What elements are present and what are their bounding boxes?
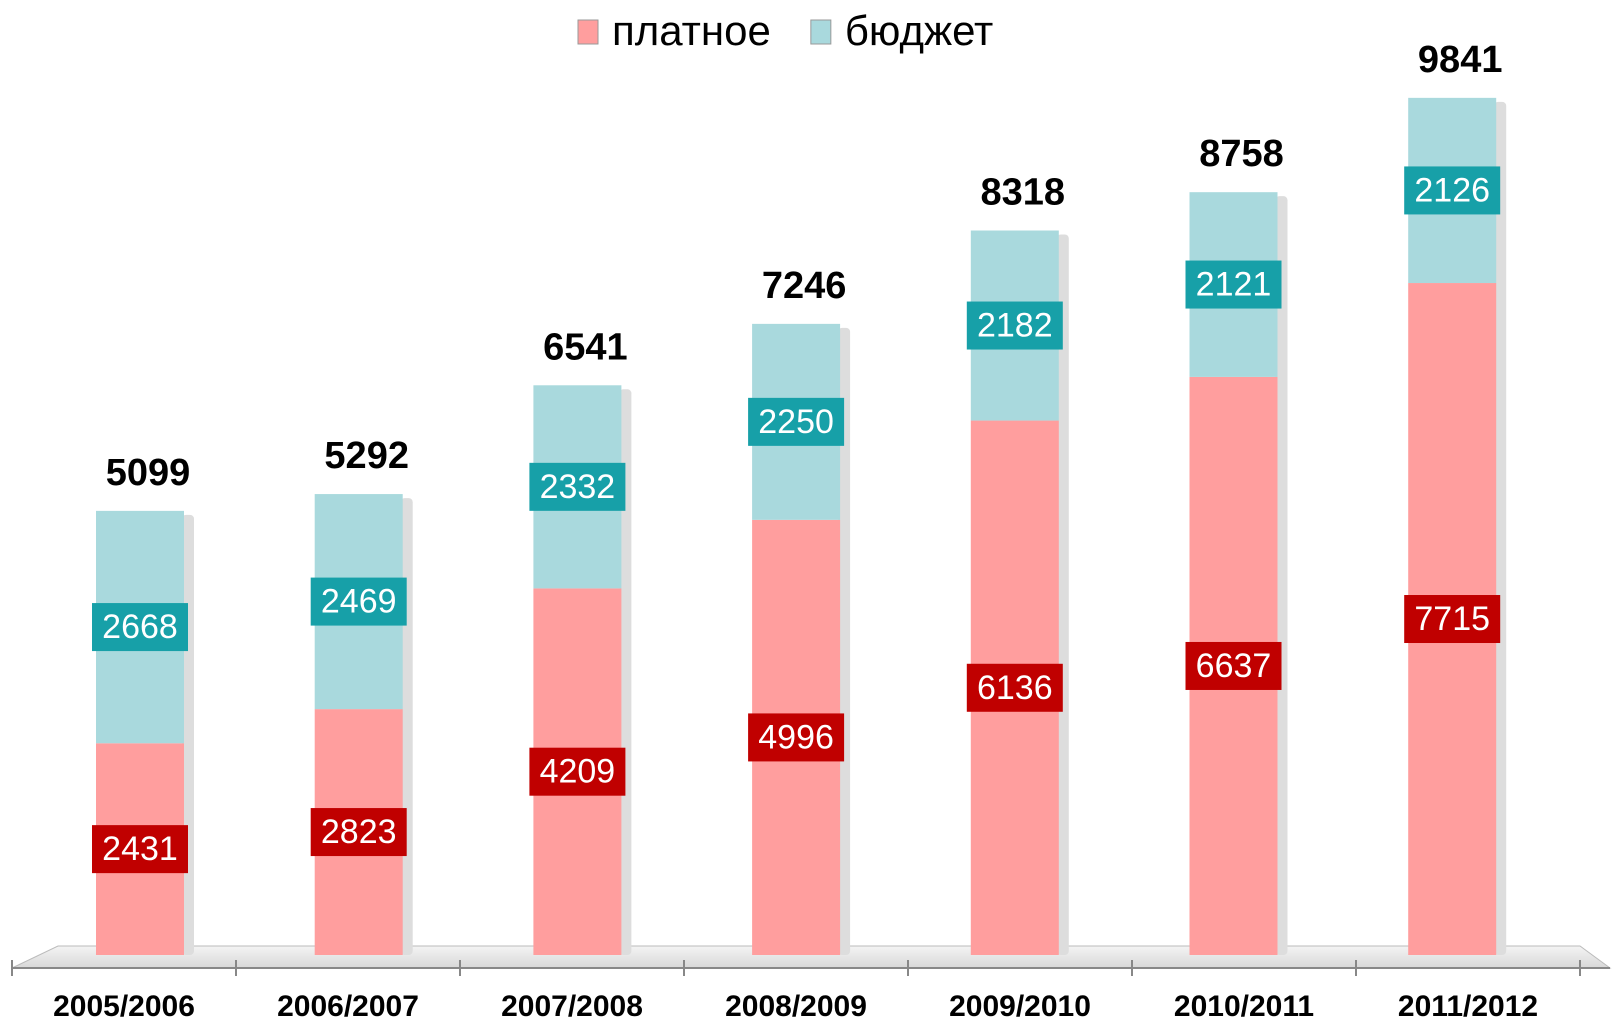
total-label: 9841 (1418, 39, 1503, 81)
value-label-box (748, 397, 845, 446)
value-label: 2182 (977, 307, 1053, 345)
bar-shadow (1056, 234, 1069, 955)
value-label: 2250 (758, 403, 834, 441)
total-label: 7246 (762, 265, 847, 307)
total-label: 5099 (106, 452, 191, 494)
value-label: 6136 (977, 669, 1053, 707)
x-tick-label: 2009/2010 (949, 990, 1091, 1023)
x-tick-label: 2006/2007 (277, 990, 419, 1023)
value-label-box (966, 301, 1063, 350)
value-label-box (92, 825, 188, 874)
bar-shadow (619, 389, 632, 955)
legend-swatch (577, 19, 599, 45)
value-label-box (1185, 260, 1282, 309)
value-label: 2121 (1196, 266, 1272, 304)
x-tick-label: 2007/2008 (501, 990, 643, 1023)
value-label: 2668 (102, 608, 178, 646)
total-label: 5292 (324, 435, 409, 477)
value-label-box (529, 462, 626, 511)
x-tick-label: 2008/2009 (725, 990, 867, 1023)
value-label: 2469 (321, 583, 397, 621)
value-label: 6637 (1196, 647, 1272, 685)
bar-shadow (1494, 101, 1507, 956)
bar-shadow (1275, 196, 1288, 955)
value-label: 4209 (540, 753, 616, 791)
total-label: 8758 (1199, 133, 1284, 175)
total-label: 8318 (981, 172, 1066, 214)
value-label: 4996 (758, 718, 834, 756)
value-label-box (1185, 641, 1282, 690)
x-tick-label: 2005/2006 (53, 990, 195, 1023)
value-label-box (310, 808, 407, 857)
value-label-box (748, 713, 845, 762)
value-label-box (310, 577, 407, 626)
value-label: 7715 (1414, 600, 1490, 638)
value-label-box (529, 747, 626, 796)
value-label: 2126 (1414, 171, 1490, 209)
legend: платное бюджет (577, 7, 993, 54)
value-label-box (1404, 166, 1501, 215)
value-label-box (92, 603, 188, 652)
value-label: 2823 (321, 813, 397, 851)
legend-swatch (810, 19, 832, 45)
legend-label: бюджет (845, 7, 993, 54)
value-label: 2431 (102, 830, 178, 868)
x-tick-label: 2011/2012 (1398, 990, 1538, 1023)
total-label: 6541 (543, 326, 628, 368)
bar-shadow (838, 327, 851, 955)
legend-label: платное (612, 7, 771, 54)
value-label-box (966, 663, 1063, 712)
x-tick-label: 2010/2011 (1174, 990, 1314, 1023)
value-label-box (1404, 595, 1501, 644)
value-label: 2332 (540, 468, 616, 506)
